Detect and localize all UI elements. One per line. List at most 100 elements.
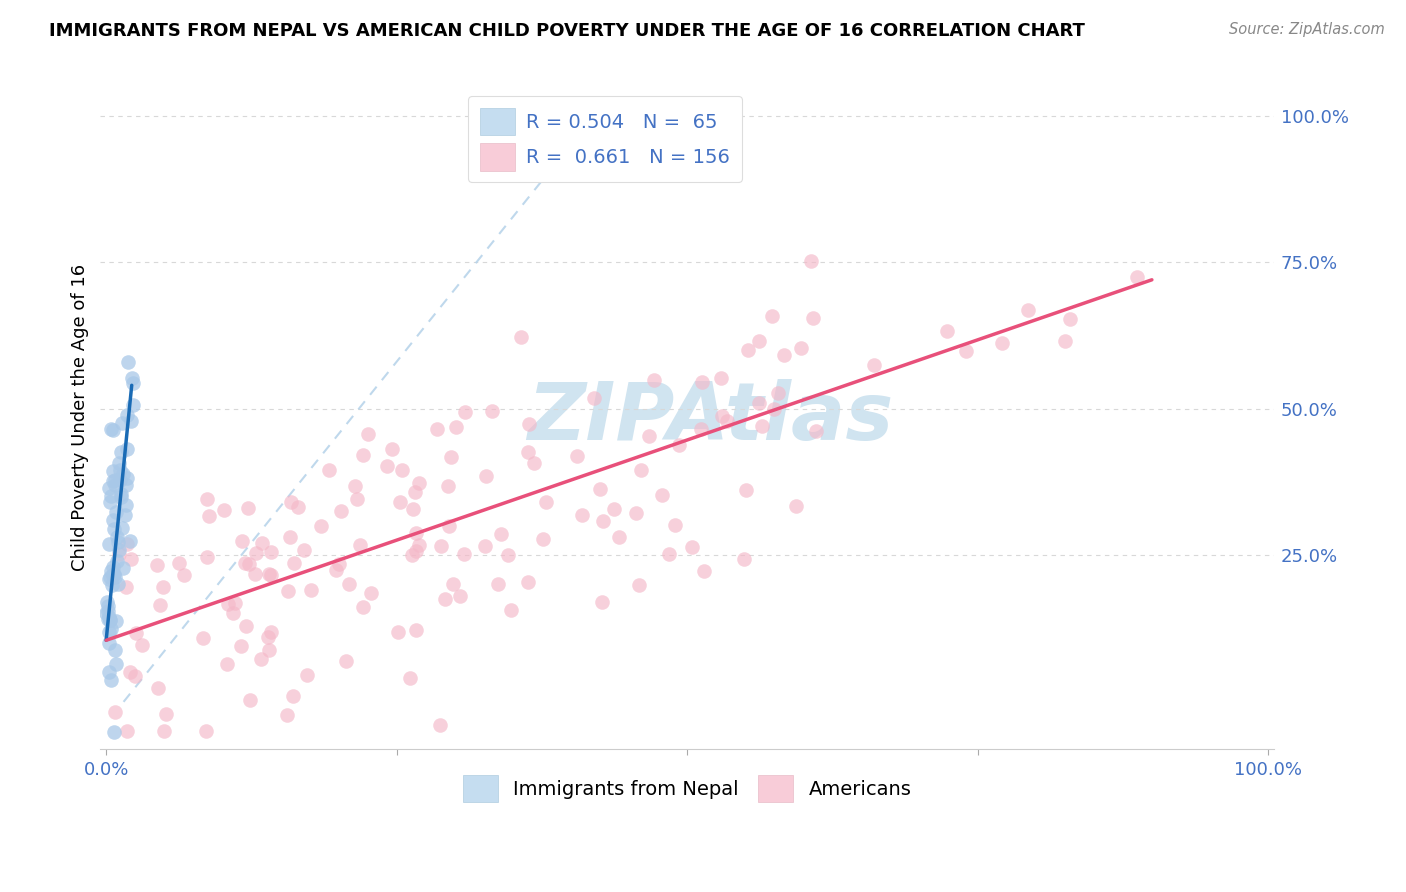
Point [523,456,546,470]
Point [120,552,142,566]
Point [800,254,823,268]
Point [245,566,267,581]
Point [440,450,463,464]
Point [252,536,274,550]
Point [276,707,298,722]
Point [257,630,280,644]
Point [668,438,690,452]
Point [737,343,759,358]
Point [101,423,124,437]
Point [100,578,122,592]
Point [115,442,138,456]
Point [195,550,218,565]
Point [453,547,475,561]
Point [98,570,121,584]
Point [773,348,796,362]
Point [104,474,127,488]
Point [146,681,169,695]
Point [120,534,142,549]
Point [215,657,238,671]
Point [152,580,174,594]
Point [105,505,128,519]
Point [114,508,136,522]
Point [748,334,770,348]
Point [346,491,368,506]
Point [309,519,332,533]
Point [101,474,124,488]
Point [229,639,252,653]
Point [104,477,127,491]
Point [100,622,122,636]
Point [260,568,283,582]
Point [630,463,652,477]
Point [173,568,195,582]
Point [104,705,127,719]
Point [259,642,281,657]
Point [197,492,219,507]
Point [429,539,451,553]
Point [103,642,125,657]
Point [198,508,221,523]
Point [278,531,301,545]
Point [101,560,124,574]
Point [120,414,142,428]
Point [148,599,170,613]
Point [990,335,1012,350]
Point [405,525,427,540]
Point [491,527,513,541]
Point [589,482,612,496]
Point [1017,302,1039,317]
Point [280,495,302,509]
Point [117,355,139,369]
Point [97,599,120,613]
Point [122,399,145,413]
Point [131,638,153,652]
Point [692,564,714,578]
Point [936,324,959,338]
Point [283,689,305,703]
Point [297,668,319,682]
Point [627,578,650,592]
Point [115,478,138,492]
Point [449,589,471,603]
Point [238,557,260,571]
Point [97,481,120,495]
Point [387,625,409,640]
Point [349,538,371,552]
Point [110,473,132,487]
Point [108,456,131,470]
Text: ZIPAtlas: ZIPAtlas [527,378,894,457]
Point [110,487,132,501]
Point [98,613,121,627]
Point [97,665,120,679]
Point [101,567,124,582]
Point [571,508,593,522]
Point [516,574,538,589]
Point [155,706,177,721]
Point [318,463,340,477]
Point [664,518,686,533]
Point [111,467,134,481]
Point [603,502,626,516]
Point [121,376,143,391]
Point [212,503,235,517]
Point [429,718,451,732]
Point [100,422,122,436]
Point [260,545,283,559]
Point [711,409,734,423]
Point [103,724,125,739]
Point [517,445,540,459]
Point [388,495,411,509]
Point [299,582,322,597]
Y-axis label: Child Poverty Under the Age of 16: Child Poverty Under the Age of 16 [72,264,89,571]
Point [107,577,129,591]
Point [405,623,427,637]
Point [239,693,262,707]
Point [115,537,138,551]
Point [100,673,122,687]
Point [250,652,273,666]
Point [329,504,352,518]
Point [863,358,886,372]
Point [1126,269,1149,284]
Point [408,475,430,490]
